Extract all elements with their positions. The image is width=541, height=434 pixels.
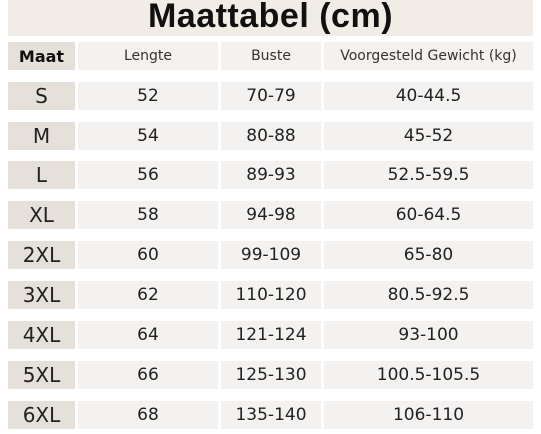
header-weight: Voorgesteld Gewicht (kg) — [324, 42, 533, 70]
bust-cell: 94-98 — [221, 201, 321, 229]
bust-cell: 121-124 — [221, 321, 321, 349]
length-cell: 54 — [78, 122, 218, 150]
length-cell: 62 — [78, 281, 218, 309]
bust-cell: 125-130 — [221, 361, 321, 389]
title-band: Maattabel (cm) — [8, 0, 533, 36]
table-row: S 52 70-79 40-44.5 — [8, 82, 533, 110]
bust-cell: 89-93 — [221, 161, 321, 189]
table-row: 5XL 66 125-130 100.5-105.5 — [8, 361, 533, 389]
size-cell: 3XL — [8, 281, 75, 309]
size-cell: S — [8, 82, 75, 110]
length-cell: 68 — [78, 401, 218, 429]
size-cell: 4XL — [8, 321, 75, 349]
bust-cell: 110-120 — [221, 281, 321, 309]
size-cell: XL — [8, 201, 75, 229]
weight-cell: 45-52 — [324, 122, 533, 150]
weight-cell: 100.5-105.5 — [324, 361, 533, 389]
header-size: Maat — [8, 42, 75, 70]
table-row: 3XL 62 110-120 80.5-92.5 — [8, 281, 533, 309]
bust-cell: 70-79 — [221, 82, 321, 110]
length-cell: 58 — [78, 201, 218, 229]
size-cell: 5XL — [8, 361, 75, 389]
length-cell: 66 — [78, 361, 218, 389]
length-cell: 56 — [78, 161, 218, 189]
table-row: M 54 80-88 45-52 — [8, 122, 533, 150]
weight-cell: 60-64.5 — [324, 201, 533, 229]
table-row: XL 58 94-98 60-64.5 — [8, 201, 533, 229]
table-row: 2XL 60 99-109 65-80 — [8, 241, 533, 269]
table-row: L 56 89-93 52.5-59.5 — [8, 161, 533, 189]
header-length: Lengte — [78, 42, 218, 70]
weight-cell: 80.5-92.5 — [324, 281, 533, 309]
size-cell: 6XL — [8, 401, 75, 429]
bust-cell: 80-88 — [221, 122, 321, 150]
table-header-row: Maat Lengte Buste Voorgesteld Gewicht (k… — [8, 42, 533, 70]
table-row: 6XL 68 135-140 106-110 — [8, 401, 533, 429]
weight-cell: 93-100 — [324, 321, 533, 349]
bust-cell: 99-109 — [221, 241, 321, 269]
page-title: Maattabel (cm) — [147, 0, 394, 35]
size-cell: L — [8, 161, 75, 189]
weight-cell: 40-44.5 — [324, 82, 533, 110]
bust-cell: 135-140 — [221, 401, 321, 429]
length-cell: 60 — [78, 241, 218, 269]
weight-cell: 106-110 — [324, 401, 533, 429]
weight-cell: 65-80 — [324, 241, 533, 269]
header-bust: Buste — [221, 42, 321, 70]
length-cell: 52 — [78, 82, 218, 110]
size-cell: 2XL — [8, 241, 75, 269]
weight-cell: 52.5-59.5 — [324, 161, 533, 189]
length-cell: 64 — [78, 321, 218, 349]
size-cell: M — [8, 122, 75, 150]
table-row: 4XL 64 121-124 93-100 — [8, 321, 533, 349]
